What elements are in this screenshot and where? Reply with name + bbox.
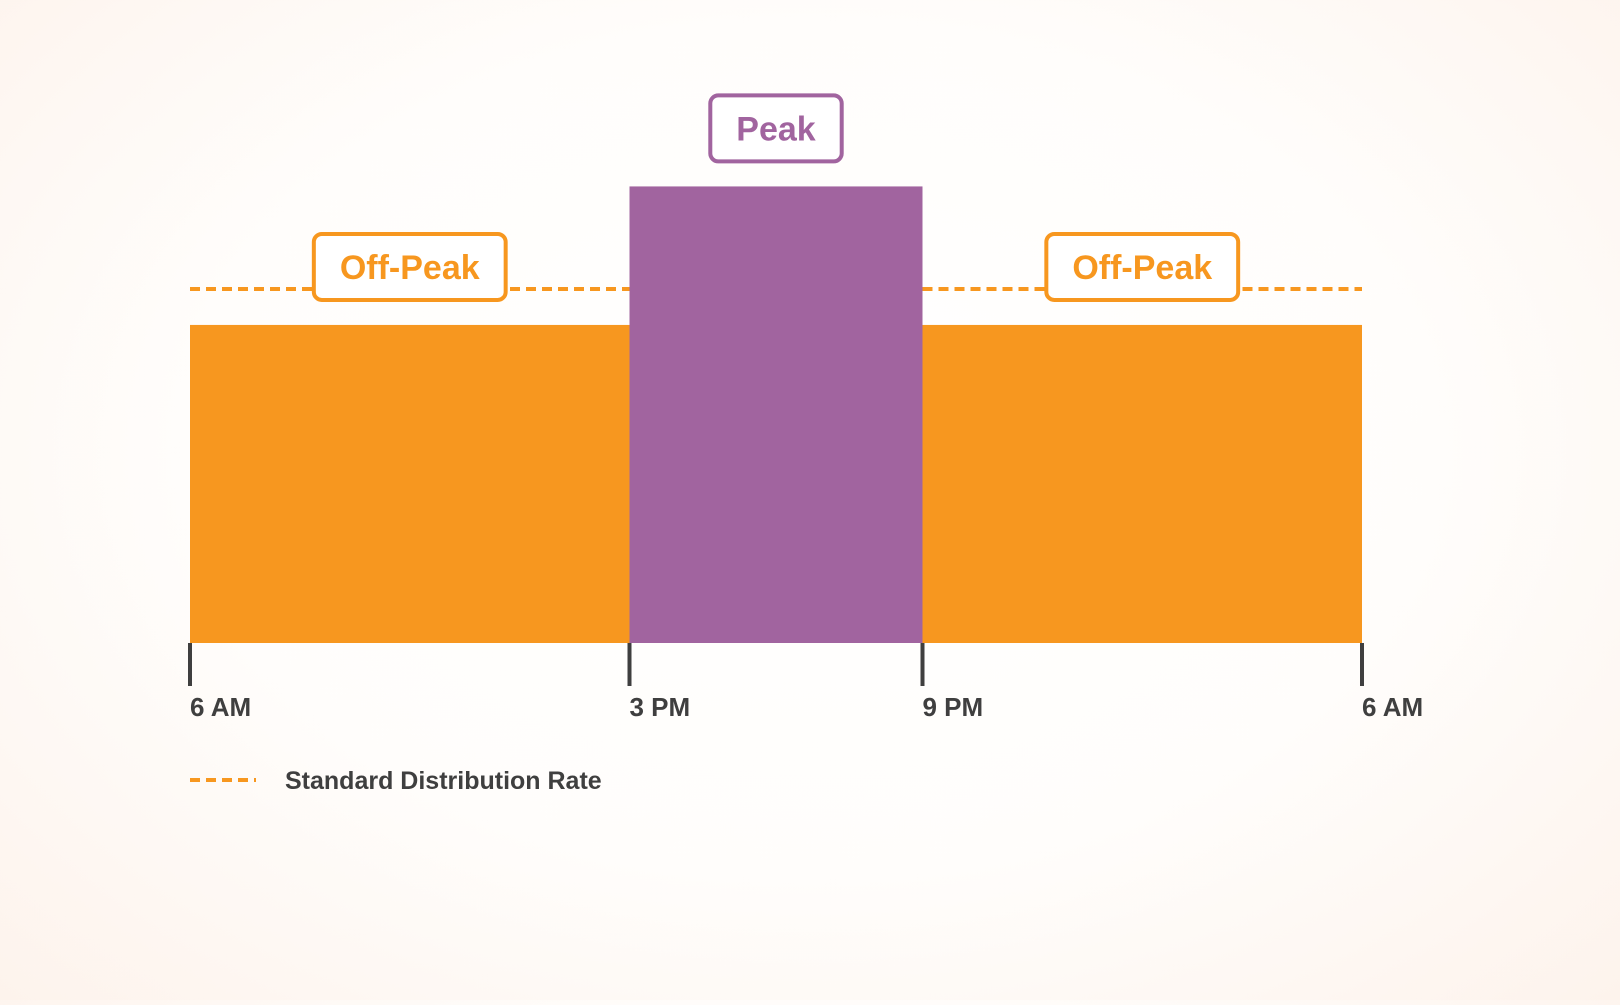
period-label-text: Off-Peak	[1072, 249, 1212, 287]
legend: Standard Distribution Rate	[190, 767, 602, 795]
peak-bar	[629, 186, 923, 643]
period-labels-layer: Off-Peak Peak Off-Peak	[311, 93, 1241, 302]
label-box	[1044, 231, 1241, 302]
peak-label: Peak	[708, 93, 844, 164]
bars-layer	[190, 186, 1362, 643]
x-tick-label: 9 PM	[923, 692, 984, 722]
offpeak-bar-1	[190, 324, 630, 643]
x-axis: 6 AM 3 PM 9 PM 6 AM	[188, 643, 1423, 722]
offpeak-bar-3	[922, 324, 1362, 643]
x-tick-label: 6 AM	[1362, 692, 1423, 722]
label-box	[311, 231, 508, 302]
x-tick-label: 6 AM	[190, 692, 251, 722]
legend-label: Standard Distribution Rate	[285, 767, 602, 795]
offpeak-label-1: Off-Peak	[311, 231, 508, 302]
label-box	[708, 93, 844, 164]
x-tick-label: 3 PM	[630, 692, 691, 722]
offpeak-label-3: Off-Peak	[1044, 231, 1241, 302]
period-label-text: Peak	[736, 110, 815, 148]
period-label-text: Off-Peak	[340, 249, 480, 287]
